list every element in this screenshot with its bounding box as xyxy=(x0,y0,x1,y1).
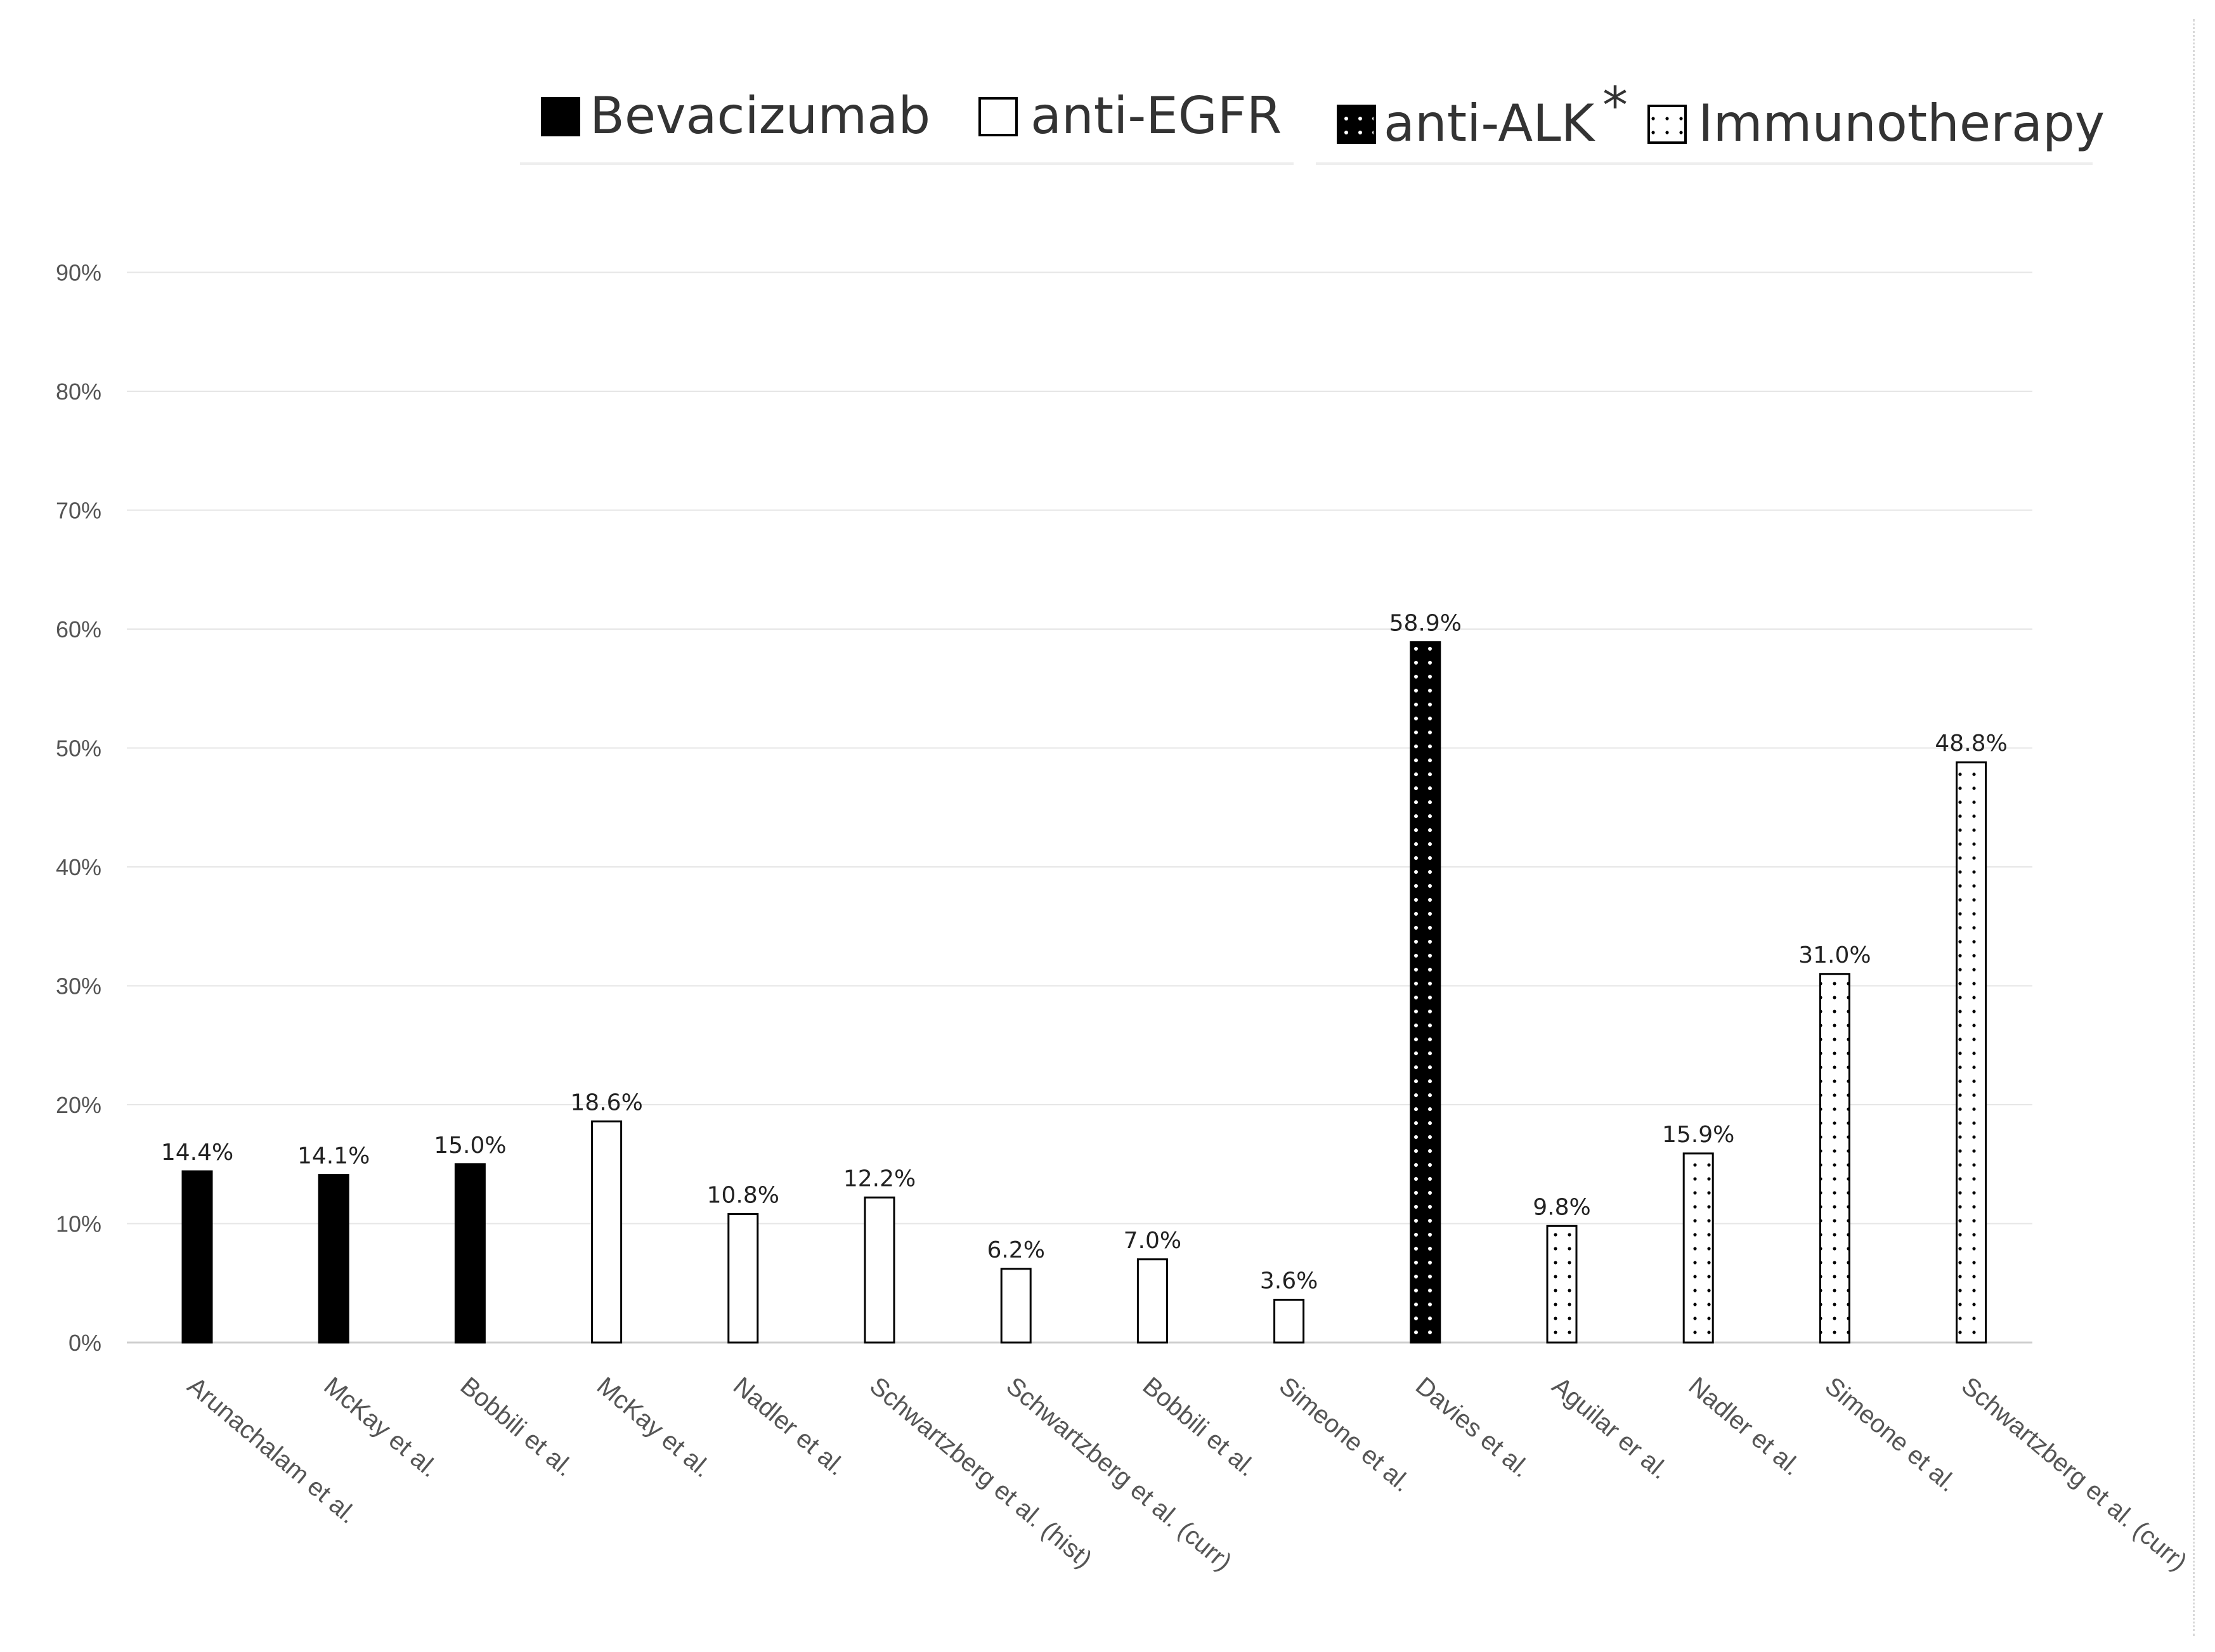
data-label: 3.6% xyxy=(1260,1268,1318,1294)
y-tick-label: 30% xyxy=(56,973,101,999)
x-tick-label: McKay et al. xyxy=(592,1372,717,1483)
y-tick-label: 50% xyxy=(56,736,101,762)
gridlines xyxy=(127,271,2032,1344)
data-label: 58.9% xyxy=(1389,611,1462,637)
legend-label-immuno: Immunotherapy xyxy=(1698,94,2105,153)
legend-label-bev: Bevacizumab xyxy=(590,86,930,145)
x-tick-label: McKay et al. xyxy=(318,1372,443,1483)
x-tick-label: Nadler et al. xyxy=(728,1372,850,1481)
bar-bev xyxy=(181,1170,213,1344)
bar-bev xyxy=(318,1174,349,1344)
bar-immuno xyxy=(1956,761,1987,1344)
bar-immuno xyxy=(1819,973,1850,1344)
y-tick-label: 90% xyxy=(56,260,101,286)
y-tick-label: 20% xyxy=(56,1092,101,1118)
legend-swatch-egfr xyxy=(978,97,1018,136)
bar-egfr xyxy=(864,1196,895,1344)
bar-egfr xyxy=(1273,1299,1305,1344)
y-tick-label: 40% xyxy=(56,854,101,880)
data-label: 18.6% xyxy=(570,1089,642,1115)
y-axis: 0% 10% 20% 30% 40% 50% 60% 70% 80% 90% xyxy=(56,260,101,1356)
data-label: 14.4% xyxy=(161,1140,233,1166)
data-label: 48.8% xyxy=(1935,731,2007,757)
bar-egfr xyxy=(1136,1258,1168,1344)
legend: Bevacizumab anti-EGFR anti-ALK * Immunothera… xyxy=(520,76,2105,165)
legend-swatch-alk xyxy=(1337,105,1376,144)
data-label: 31.0% xyxy=(1798,942,1871,968)
x-axis: Arunachalam et al.McKay et al. Bobbili et… xyxy=(182,1372,2192,1576)
data-label: 6.2% xyxy=(987,1237,1044,1263)
bar-immuno xyxy=(1546,1225,1578,1344)
data-label: 12.2% xyxy=(843,1166,916,1192)
bar-egfr xyxy=(1000,1268,1032,1344)
bars: 14.4% 14.1% 15.0% 18.6% 10.8% 12.2% 6.2% 7.0% 3.… xyxy=(161,611,2008,1344)
x-tick-label: Schwartzberg et al. (curr) xyxy=(1001,1372,1237,1576)
x-tick-label: Schwartzberg et al. (curr) xyxy=(1956,1372,2192,1576)
y-tick-label: 0% xyxy=(68,1330,101,1356)
x-tick-label: Schwartzberg et al. (hist) xyxy=(864,1372,1097,1573)
legend-asterisk: * xyxy=(1602,76,1628,135)
legend-swatch-bev xyxy=(541,97,580,136)
x-tick-label: Bobbili et al. xyxy=(1138,1372,1261,1482)
data-label: 9.8% xyxy=(1533,1194,1590,1220)
data-label: 7.0% xyxy=(1124,1228,1181,1254)
x-tick-label: Nadler et al. xyxy=(1683,1372,1805,1481)
x-tick-label: Aguilar er al. xyxy=(1547,1372,1673,1485)
page-edge-rule xyxy=(2193,19,2195,1636)
legend-label-egfr: anti-EGFR xyxy=(1030,86,1282,145)
data-label: 14.1% xyxy=(297,1143,370,1169)
legend-label-alk: anti-ALK xyxy=(1384,94,1596,153)
y-tick-label: 80% xyxy=(56,379,101,405)
y-tick-label: 10% xyxy=(56,1211,101,1237)
data-label: 10.8% xyxy=(707,1183,779,1209)
x-tick-label: Davies et al. xyxy=(1410,1372,1535,1483)
x-tick-label: Bobbili et al. xyxy=(455,1372,579,1482)
x-tick-label: Simeone et al. xyxy=(1820,1372,1962,1497)
legend-swatch-immuno xyxy=(1647,105,1687,144)
bar-immuno xyxy=(1682,1152,1714,1344)
bar-alk xyxy=(1410,641,1441,1344)
bar-egfr xyxy=(591,1120,623,1344)
bar-egfr xyxy=(727,1213,759,1344)
y-tick-label: 60% xyxy=(56,616,101,642)
bar-bev xyxy=(454,1163,486,1344)
x-tick-label: Simeone et al. xyxy=(1274,1372,1416,1497)
data-label: 15.9% xyxy=(1662,1122,1734,1148)
data-label: 15.0% xyxy=(434,1133,506,1159)
y-tick-label: 70% xyxy=(56,498,101,524)
